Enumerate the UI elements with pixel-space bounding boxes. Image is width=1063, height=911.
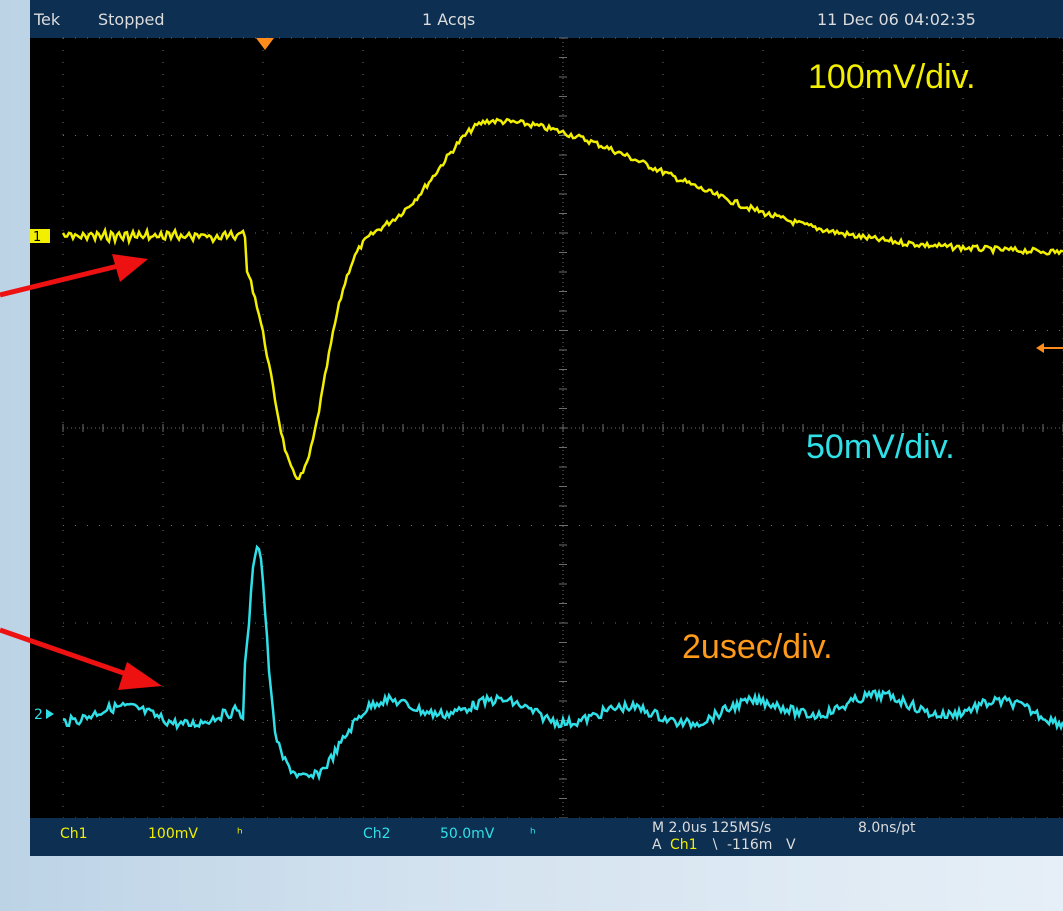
- trigger-unit: V: [786, 837, 796, 853]
- trigger-level-marker: [1036, 343, 1063, 353]
- trigger-position-marker: [256, 38, 274, 50]
- timestamp: 11 Dec 06 04:02:35: [817, 10, 976, 29]
- ch2-coupling-icon: ʰ: [530, 826, 536, 842]
- ch1-trace: [61, 117, 1063, 481]
- ch1-scale: 100mV: [148, 826, 198, 842]
- title-bar: Tek Stopped 1 Acqs 11 Dec 06 04:02:35: [30, 0, 1063, 38]
- ch2-scale-annotation: 50mV/div.: [806, 428, 955, 466]
- time-resolution: 8.0ns/pt: [858, 820, 916, 836]
- svg-text:2: 2: [34, 707, 43, 723]
- ch2-trace: [62, 544, 1063, 782]
- ch1-scale-annotation: 100mV/div.: [808, 58, 976, 96]
- acquisition-state: Stopped: [98, 10, 165, 29]
- ch1-ground-marker: 1: [30, 229, 50, 245]
- status-bar: Ch1 100mV ʰ Ch2 50.0mV ʰ M 2.0us 125MS/s…: [30, 818, 1063, 856]
- ch1-coupling-icon: ʰ: [237, 826, 243, 842]
- acquisition-count: 1 Acqs: [422, 10, 476, 29]
- ch2-label: Ch2: [363, 826, 391, 842]
- trigger-prefix: A: [652, 837, 662, 853]
- ch2-scale: 50.0mV: [440, 826, 495, 842]
- trigger-source: Ch1: [670, 837, 698, 853]
- timebase-annotation: 2usec/div.: [682, 628, 833, 666]
- ch1-label: Ch1: [60, 826, 88, 842]
- graticule: [62, 37, 1063, 818]
- brand-label: Tek: [34, 10, 61, 29]
- waveform-display: 1 2: [30, 37, 1063, 818]
- trigger-slope-icon: ∖: [710, 837, 719, 853]
- horizontal-settings: M 2.0us 125MS/s: [652, 820, 772, 836]
- trigger-level: -116m: [727, 837, 773, 853]
- ch2-ground-marker: 2: [34, 707, 54, 723]
- svg-text:1: 1: [33, 230, 41, 245]
- oscilloscope-screen: Tek Stopped 1 Acqs 11 Dec 06 04:02:35 1 …: [30, 0, 1063, 856]
